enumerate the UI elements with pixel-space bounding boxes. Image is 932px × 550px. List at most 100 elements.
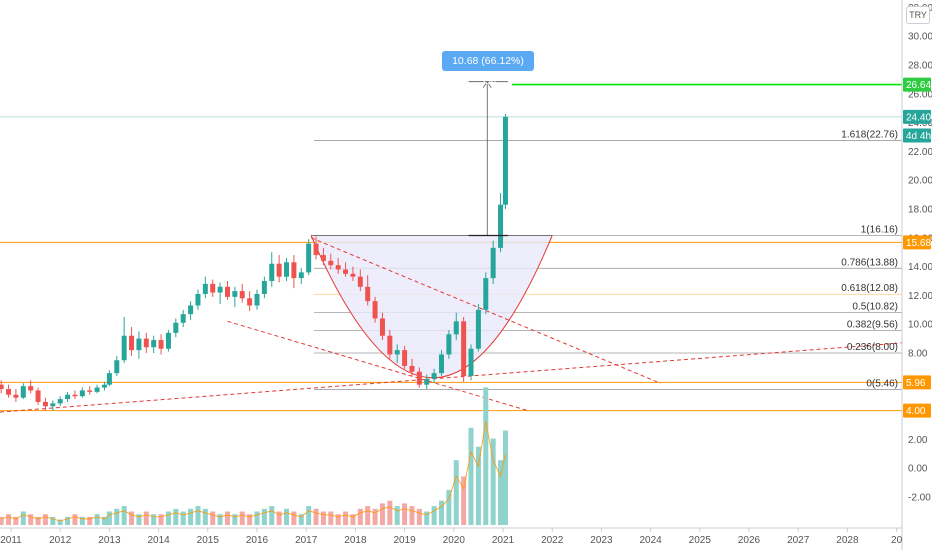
x-tick-label: 2023 <box>590 535 613 546</box>
time-axis[interactable]: 2011 2012 2013 2014 2015 2016 2017 2018 2019 2020… <box>0 527 903 546</box>
candle-body <box>498 204 504 248</box>
price-tag-box <box>903 109 931 124</box>
volume-bar <box>468 427 474 525</box>
volume-bar <box>165 511 171 525</box>
volume-bar <box>247 514 253 525</box>
volume-bar <box>114 508 120 525</box>
volume-bar <box>446 489 452 525</box>
candle-body <box>298 272 304 279</box>
candle-body <box>28 386 34 391</box>
volume-bar <box>188 508 194 525</box>
volume-bar <box>35 516 41 525</box>
y-tick-label: 0.00 <box>908 464 928 475</box>
candle-body <box>483 278 489 310</box>
volume-bar <box>129 511 135 525</box>
volume-bar <box>210 511 216 525</box>
volume-bar <box>439 500 444 525</box>
candle-body <box>453 321 459 335</box>
candle-body <box>224 286 230 297</box>
volume-bar <box>298 514 304 525</box>
candle-body <box>446 334 452 355</box>
descending-trendline-lower <box>227 320 528 412</box>
candle-body <box>79 390 85 397</box>
volume-bar <box>79 516 85 525</box>
candle-body <box>502 116 508 205</box>
fib-level-label: 0.5(10.82) <box>852 301 898 312</box>
volume-bar <box>232 514 238 525</box>
candle-body <box>94 387 100 392</box>
volume-bar <box>151 514 157 525</box>
candle-body <box>114 360 120 374</box>
fib-level-label: 0.382(9.56) <box>847 320 898 331</box>
volume-bar <box>121 506 127 525</box>
volume-bar <box>28 514 34 525</box>
volume-bar <box>350 514 356 525</box>
x-tick-label: 2019 <box>393 535 416 546</box>
candle-body <box>357 276 363 287</box>
candle-body <box>57 399 63 404</box>
x-tick-label: 2014 <box>147 535 170 546</box>
candle-body <box>129 335 135 351</box>
price-tag-label: 4d 4h <box>906 131 931 142</box>
volume-bar <box>254 511 260 525</box>
candle-body <box>202 283 208 294</box>
x-tick-label: 20 <box>891 535 903 546</box>
price-tag-box <box>903 128 931 143</box>
volume-bar <box>335 514 341 525</box>
x-tick-label: 2026 <box>738 535 761 546</box>
candle-body <box>416 371 422 385</box>
candlesticks <box>0 113 508 411</box>
candle-body <box>13 394 19 398</box>
cup-pattern <box>310 235 553 378</box>
volume-bar <box>416 508 422 525</box>
y-tick-label: 12.00 <box>908 291 932 302</box>
candle-body <box>468 348 474 377</box>
volume-bar <box>72 514 78 525</box>
candle-body <box>461 321 467 377</box>
candle-body <box>165 332 171 349</box>
volume-bar <box>498 460 504 525</box>
candle-body <box>306 243 312 273</box>
ascending-trendline <box>0 342 903 413</box>
candle-body <box>284 262 290 277</box>
volume-bar <box>475 446 481 525</box>
volume-bar <box>372 508 378 525</box>
candle-body <box>350 273 356 277</box>
candle-body <box>121 335 127 361</box>
price-tag-label: 4.00 <box>906 406 926 417</box>
candle-body <box>424 378 430 385</box>
candle-body <box>291 262 297 279</box>
fib-level-label: 1.618(22.76) <box>841 129 898 140</box>
candle-body <box>106 373 112 385</box>
price-axis[interactable]: 32.0030.0028.0026.0024.0022.0020.0018.00… <box>901 0 932 550</box>
x-tick-label: 2017 <box>295 535 318 546</box>
volume-bar <box>20 511 26 525</box>
volume-bar <box>239 511 245 525</box>
volume-bar <box>87 516 93 525</box>
volume-bar <box>143 511 149 525</box>
currency-badge[interactable]: TRY <box>906 6 930 24</box>
candle-body <box>335 265 341 270</box>
y-tick-label: 14.00 <box>908 262 932 273</box>
candle-body <box>387 335 393 355</box>
candle-body <box>42 401 48 407</box>
candle-body <box>35 390 41 402</box>
candle-body <box>173 322 179 333</box>
candle-body <box>188 305 194 315</box>
candle-body <box>232 291 238 297</box>
volume-bar <box>0 516 4 525</box>
volume-bar <box>357 508 363 525</box>
candle-body <box>0 384 4 389</box>
candle-body <box>180 314 186 323</box>
x-tick-label: 2025 <box>689 535 712 546</box>
x-tick-label: 2022 <box>541 535 564 546</box>
candle-body <box>402 350 408 366</box>
candle-body <box>136 338 142 351</box>
price-tag-box <box>903 375 931 390</box>
volume-bar <box>402 503 408 525</box>
volume-bar <box>490 438 496 525</box>
volume-bar <box>6 514 12 525</box>
volume-bar <box>409 506 415 525</box>
volume-bar <box>94 514 100 525</box>
